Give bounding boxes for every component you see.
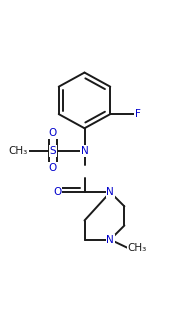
Text: S: S [15, 146, 21, 156]
Text: O: O [49, 163, 57, 173]
Text: O: O [53, 187, 61, 197]
Text: CH₃: CH₃ [128, 243, 147, 253]
Text: N: N [106, 235, 114, 245]
Text: F: F [135, 109, 141, 119]
Text: N: N [81, 146, 88, 156]
Text: S: S [15, 146, 21, 156]
Text: O: O [49, 128, 57, 138]
Text: CH₃: CH₃ [8, 146, 28, 156]
Text: S: S [50, 146, 56, 156]
Text: N: N [106, 187, 114, 197]
